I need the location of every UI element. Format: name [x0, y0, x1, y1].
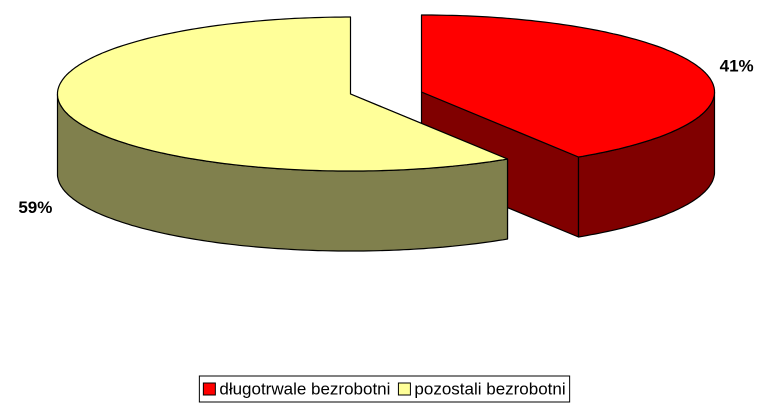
slice — [56, 16, 509, 252]
legend-swatch — [397, 382, 411, 396]
data-label: 41% — [720, 57, 754, 76]
data-label: 59% — [18, 198, 52, 217]
legend-label: pozostali bezrobotni — [414, 379, 565, 398]
legend: długotrwale bezrobotni pozostali bezrobot… — [198, 375, 571, 403]
slice-top — [56, 16, 509, 172]
slice-top — [420, 14, 716, 158]
slice — [420, 14, 716, 238]
legend-box — [198, 375, 571, 403]
legend-label: długotrwale bezrobotni — [219, 379, 390, 398]
legend-swatch — [202, 382, 216, 396]
